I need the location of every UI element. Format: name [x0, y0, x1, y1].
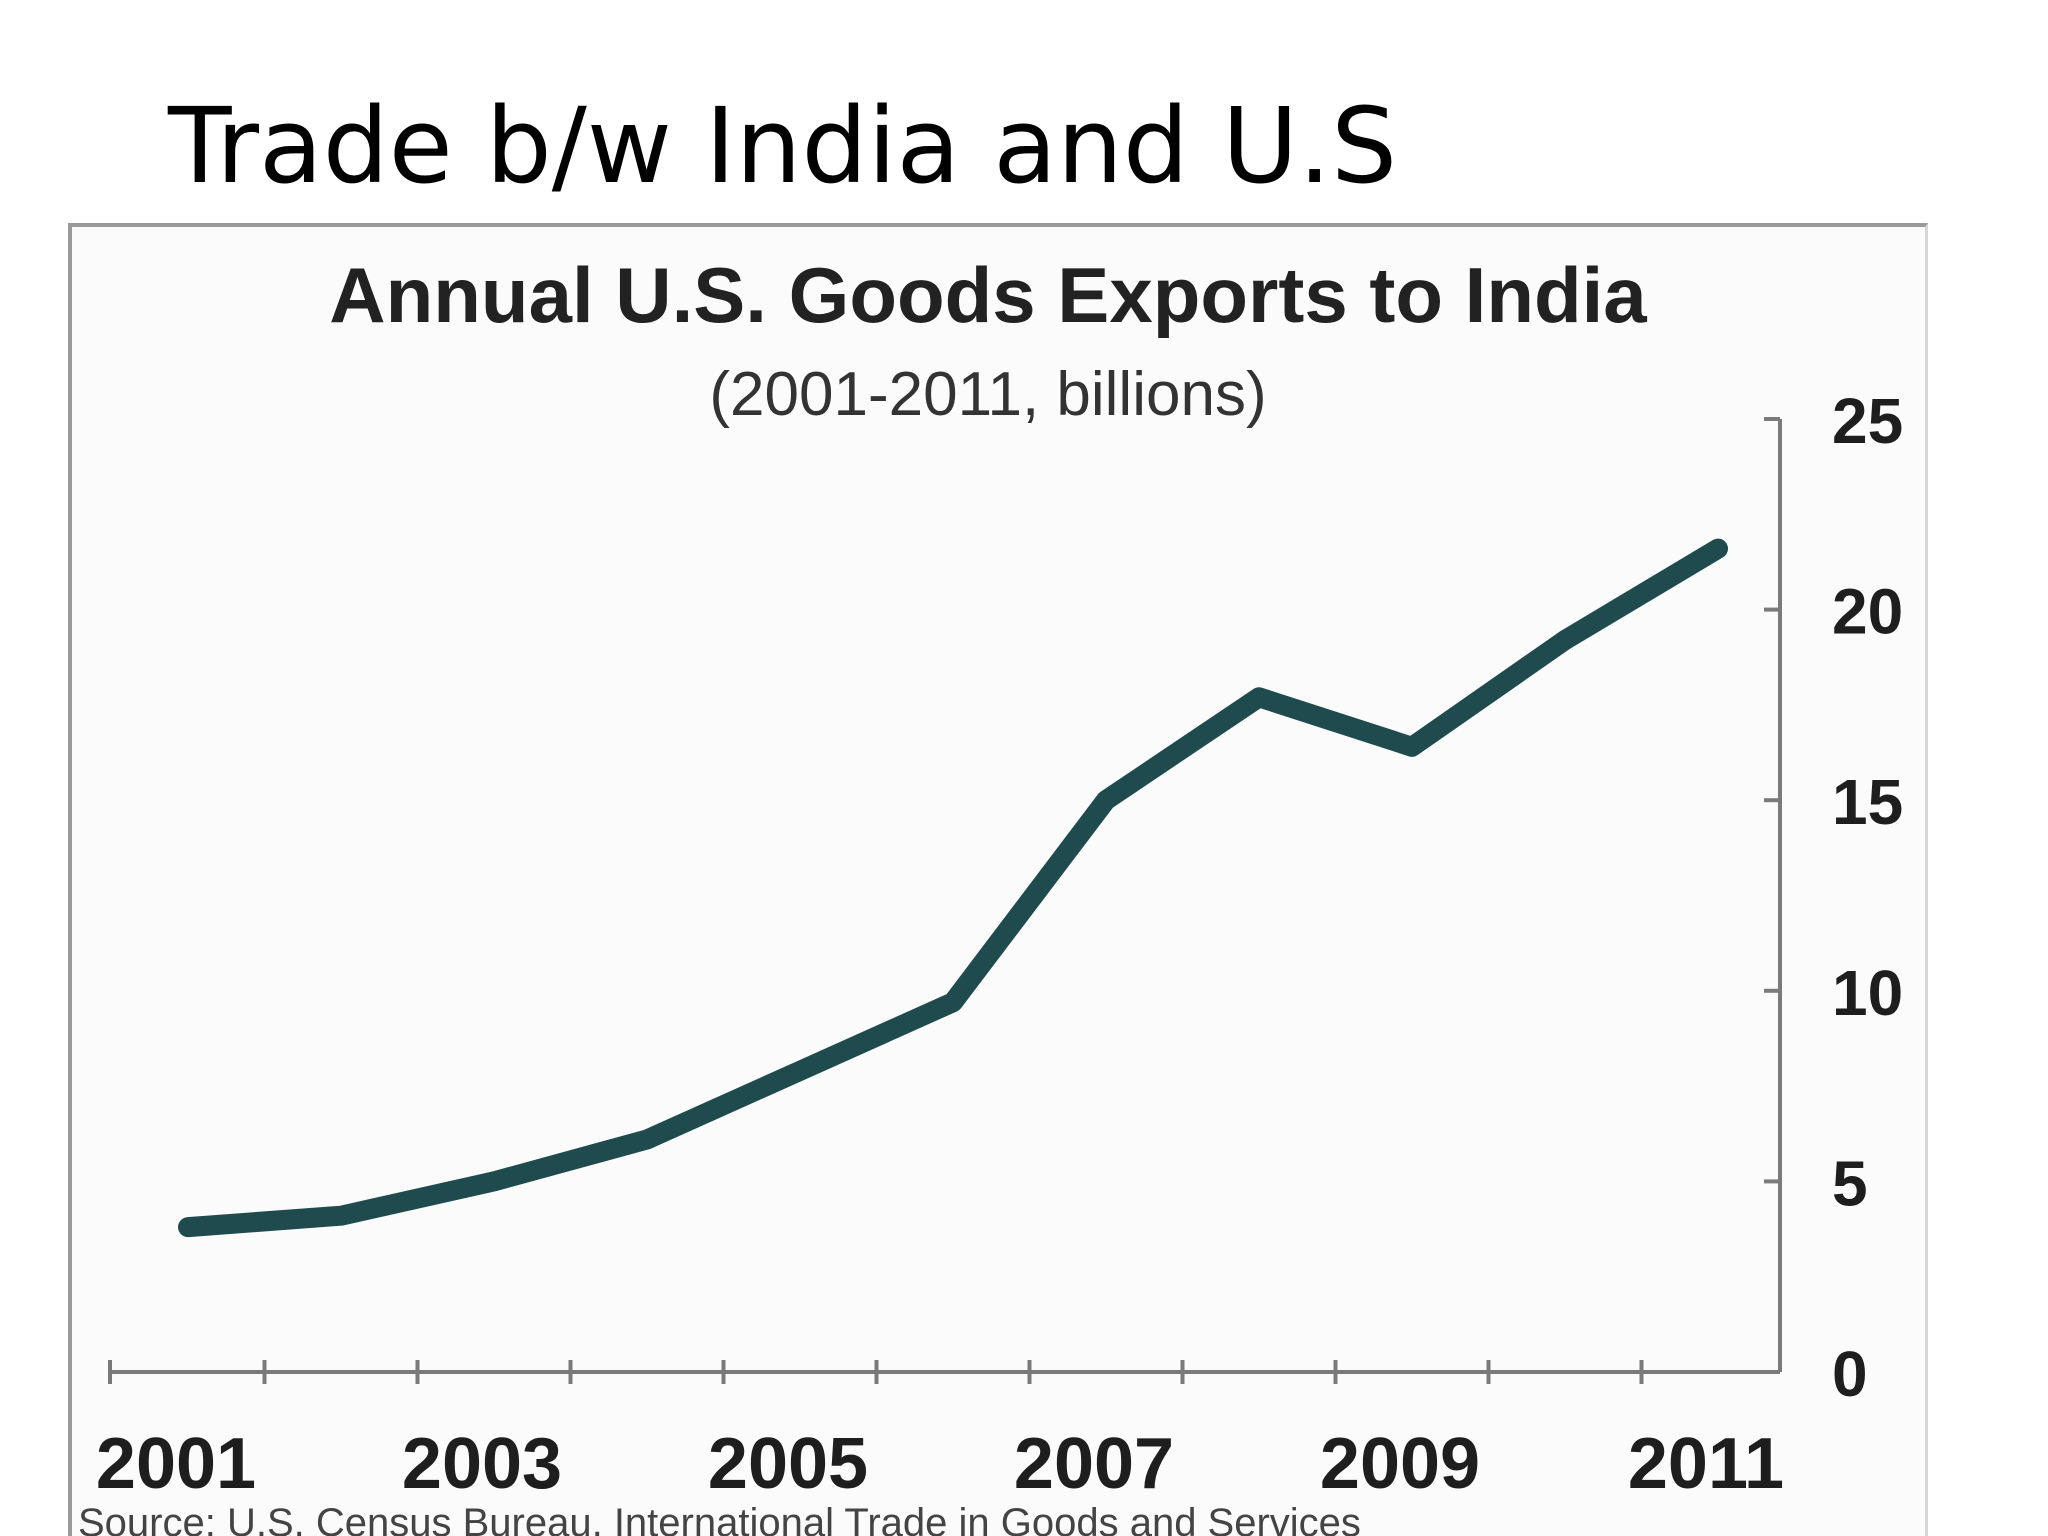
y-tick-label: 5 [1832, 1147, 1868, 1219]
y-tick-label: 20 [1832, 576, 1903, 648]
x-tick-label: 2001 [96, 1424, 256, 1504]
y-tick-label: 10 [1832, 957, 1903, 1029]
chart-frame [68, 223, 1928, 1536]
chart-series [178, 538, 1728, 1238]
y-tick-label: 15 [1832, 766, 1903, 838]
series-line [178, 538, 1728, 1238]
chart-axes: 0 5 10 15 20 25 2001 2003 2005 2007 2009 2011 [96, 385, 1903, 1504]
x-tick-label: 2011 [1628, 1424, 1784, 1504]
x-tick-label: 2005 [708, 1424, 868, 1504]
source-note: Source: U.S. Census Bureau, Internationa… [78, 1501, 1361, 1536]
y-tick-label: 25 [1832, 385, 1903, 457]
slide-title: Trade b/w India and U.S [168, 85, 1398, 207]
x-tick-label: 2007 [1014, 1424, 1174, 1504]
x-tick-label: 2003 [402, 1424, 562, 1504]
chart-title: Annual U.S. Goods Exports to India [329, 251, 1647, 339]
y-tick-label: 0 [1832, 1338, 1868, 1410]
x-tick-label: 2009 [1320, 1424, 1480, 1504]
chart-subtitle: (2001-2011, billions) [709, 360, 1266, 429]
